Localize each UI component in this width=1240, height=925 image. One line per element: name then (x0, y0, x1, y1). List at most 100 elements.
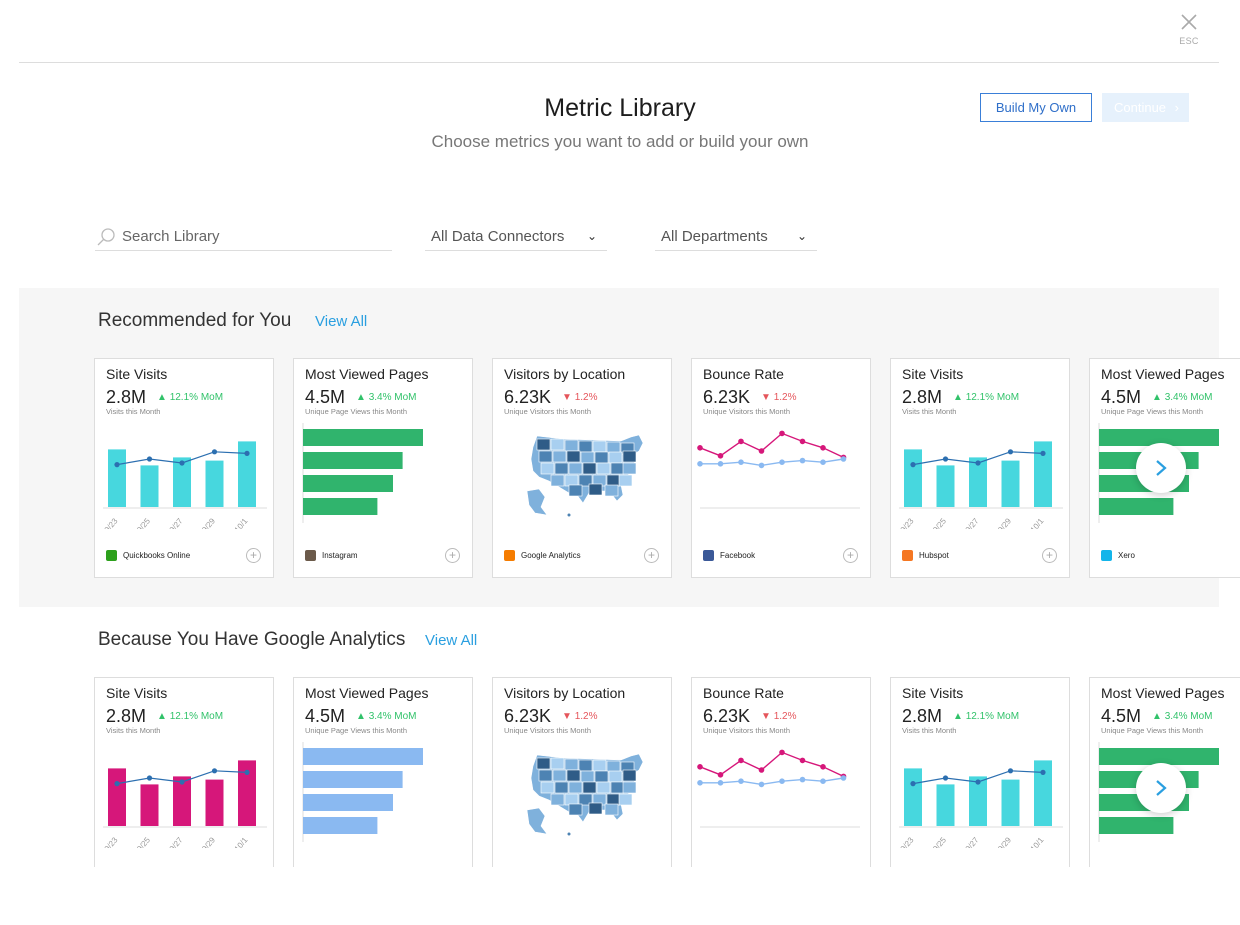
card-title: Most Viewed Pages (305, 685, 429, 701)
trend-point (211, 768, 218, 774)
arrow-up-icon: ▲ (953, 711, 966, 722)
state-region (564, 758, 579, 771)
state-region (588, 483, 603, 496)
scroll-right-button[interactable] (1136, 763, 1186, 813)
scroll-right-button[interactable] (1136, 443, 1186, 493)
metric-card[interactable]: Site Visits 2.8M ▲ 12.1% MoM Visits this Mo… (890, 677, 1070, 867)
departments-select[interactable]: All Departments ⌄ (655, 226, 817, 251)
metric-card[interactable]: Visitors by Location 6.23K ▼ 1.2% Unique Vi… (492, 358, 672, 578)
chevron-down-icon: ⌄ (796, 229, 807, 243)
card-subtitle: Unique Visitors this Month (703, 407, 790, 416)
metric-card[interactable]: Site Visits 2.8M ▲ 12.1% MoM Visits this Mo… (94, 677, 274, 867)
trend-point (1040, 769, 1046, 775)
metric-card[interactable]: Site Visits 2.8M ▲ 12.1% MoM Visits this Mo… (94, 358, 274, 578)
metric-card[interactable]: Bounce Rate 6.23K ▼ 1.2% Unique Visitors th… (691, 358, 871, 578)
card-value: 2.8M (106, 387, 147, 407)
view-all-link-google-analytics[interactable]: View All (425, 632, 478, 649)
state-region (594, 770, 609, 783)
source-name: Google Analytics (521, 551, 581, 560)
series-point (758, 767, 765, 773)
trend-point (244, 769, 250, 775)
bar (303, 817, 378, 834)
card-delta: ▲ 12.1% MoM (953, 711, 1019, 722)
data-connectors-select[interactable]: All Data Connectors ⌄ (425, 226, 607, 251)
card-source: Facebook (703, 550, 755, 561)
card-delta-text: 12.1% MoM (965, 711, 1020, 722)
metric-card[interactable]: Site Visits 2.8M ▲ 12.1% MoM Visits this Mo… (890, 358, 1070, 578)
trend-point (211, 449, 218, 455)
view-all-link-recommended[interactable]: View All (315, 313, 368, 330)
metric-card[interactable]: Bounce Rate 6.23K ▼ 1.2% Unique Visitors th… (691, 677, 871, 867)
state-region (578, 474, 593, 487)
trend-point (114, 462, 120, 468)
card-source: Instagram (305, 550, 358, 561)
state-region (580, 451, 595, 464)
state-region (578, 440, 593, 453)
x-tick-label: 9/29 (996, 516, 1013, 529)
bar (936, 784, 955, 826)
bar (969, 776, 987, 826)
trend-point (114, 781, 120, 787)
card-delta-text: 1.2% (773, 392, 797, 403)
series-point (758, 462, 765, 469)
card-subtitle: Unique Page Views this Month (1101, 407, 1204, 416)
chevron-right-icon: › (1174, 100, 1179, 115)
add-metric-button[interactable]: + (843, 548, 858, 563)
x-tick-label: 9/25 (135, 835, 152, 848)
trend-point (975, 460, 981, 466)
card-value: 4.5M (1101, 387, 1142, 407)
search-icon (97, 228, 115, 246)
bar (904, 768, 922, 826)
search-input[interactable] (122, 228, 382, 245)
search-box (95, 226, 392, 251)
card-source: Quickbooks Online (106, 550, 190, 561)
trend-point (244, 450, 250, 456)
bar (108, 449, 126, 507)
arrow-up-icon: ▲ (157, 711, 170, 722)
metric-card[interactable]: Most Viewed Pages 4.5M ▲ 3.4% MoM Unique Pa… (293, 358, 473, 578)
card-delta: ▲ 12.1% MoM (953, 392, 1019, 403)
add-metric-button[interactable]: + (1042, 548, 1057, 563)
source-name: Facebook (720, 551, 756, 560)
add-metric-button[interactable]: + (445, 548, 460, 563)
metric-card[interactable]: Most Viewed Pages 4.5M ▲ 3.4% MoM Unique Pa… (293, 677, 473, 867)
bar (1034, 441, 1052, 507)
source-name: Instagram (322, 551, 358, 560)
state-region (622, 781, 637, 794)
card-delta-text: 1.2% (773, 711, 797, 722)
state-region (536, 438, 551, 451)
card-chart (302, 742, 423, 842)
trend-point (179, 779, 185, 785)
chevron-right-icon (1156, 460, 1167, 476)
build-my-own-button[interactable]: Build My Own (980, 93, 1092, 122)
state-region (550, 757, 565, 770)
state-region (592, 759, 607, 772)
series-line (700, 777, 844, 786)
alaska (526, 488, 548, 516)
continue-button[interactable]: Continue › (1102, 93, 1189, 122)
card-delta-text: 3.4% MoM (368, 392, 417, 403)
trend-point (910, 781, 916, 787)
card-value: 2.8M (902, 706, 943, 726)
close-icon (1181, 14, 1197, 30)
close-button[interactable]: ESC (1176, 14, 1202, 46)
state-region (582, 781, 597, 794)
add-metric-button[interactable]: + (246, 548, 261, 563)
card-subtitle: Visits this Month (902, 726, 957, 735)
section-title-recommended: Recommended for You (98, 310, 292, 331)
esc-label: ESC (1179, 36, 1199, 46)
us-map (526, 753, 644, 836)
add-metric-button[interactable]: + (644, 548, 659, 563)
series-point (820, 459, 826, 465)
card-subtitle: Unique Page Views this Month (1101, 726, 1204, 735)
state-region (564, 474, 579, 487)
metric-card[interactable]: Visitors by Location 6.23K ▼ 1.2% Unique Vi… (492, 677, 672, 867)
card-chart (697, 430, 860, 509)
state-region (540, 462, 555, 475)
state-region (606, 441, 621, 454)
card-title: Bounce Rate (703, 366, 784, 382)
arrow-down-icon: ▼ (761, 711, 774, 722)
x-tick-label: 9/29 (200, 835, 217, 848)
card-delta: ▲ 12.1% MoM (157, 711, 223, 722)
bar (969, 457, 987, 507)
